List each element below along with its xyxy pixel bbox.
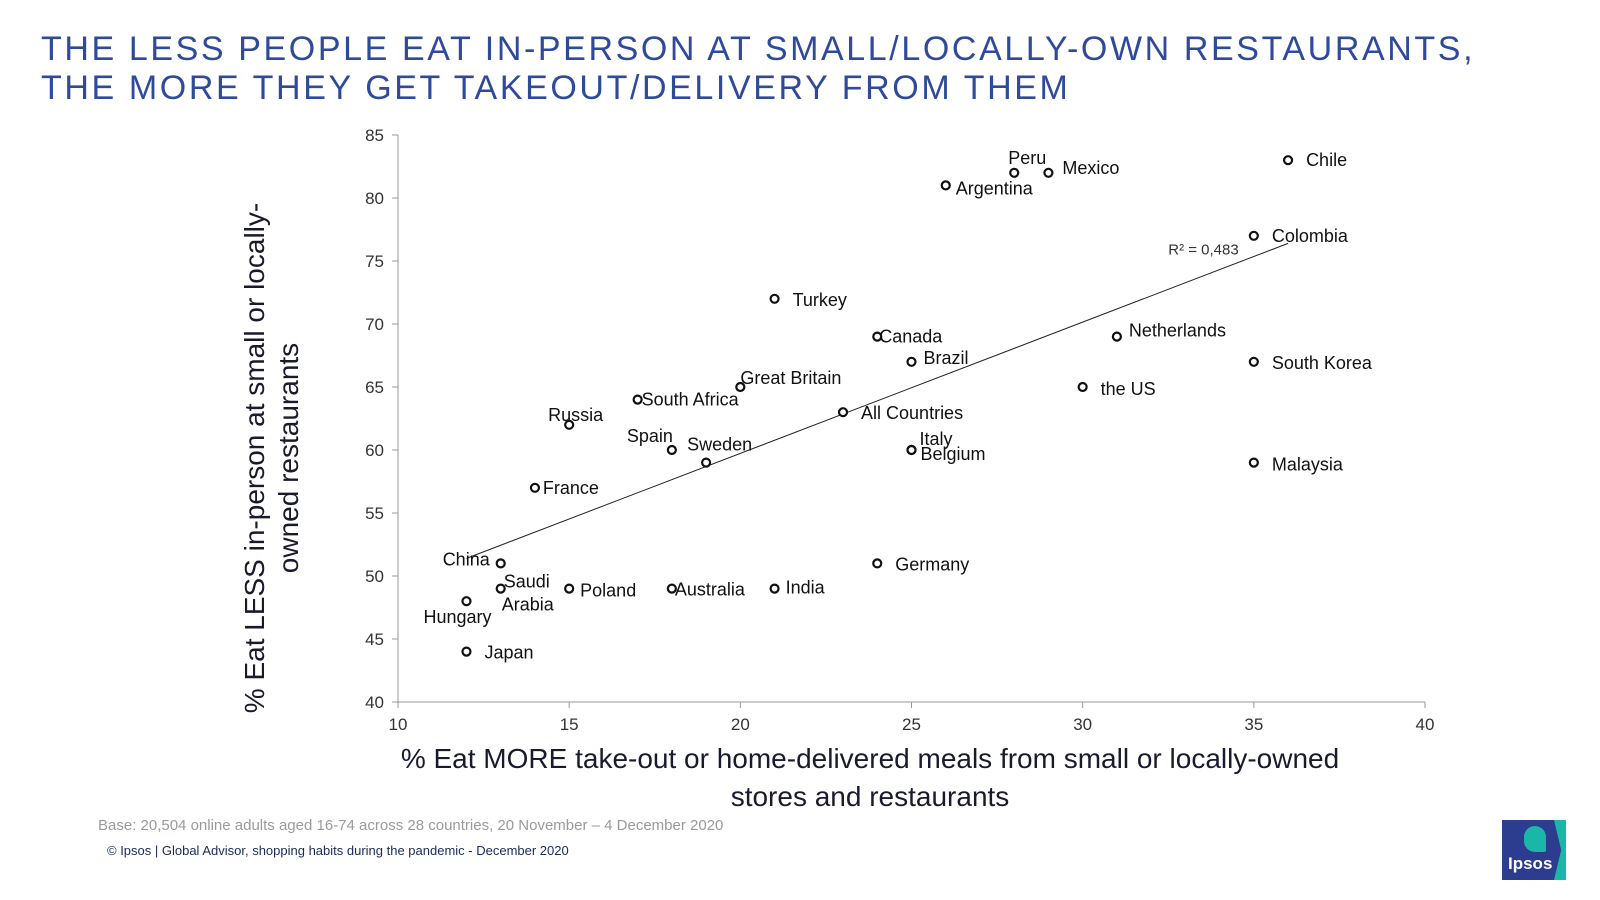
point-label: All Countries <box>861 403 963 423</box>
x-tick-label: 20 <box>731 715 750 734</box>
base-note: Base: 20,504 online adults aged 16-74 ac… <box>98 817 724 834</box>
point-label: Germany <box>895 554 969 574</box>
y-tick-label: 85 <box>365 126 384 145</box>
x-axis-label: % Eat MORE take-out or home-delivered me… <box>400 743 1340 812</box>
data-point <box>495 583 506 594</box>
logo-text: Ipsos <box>1508 854 1553 873</box>
y-tick-label: 80 <box>365 189 384 208</box>
point-label: South Africa <box>642 390 740 410</box>
point-label: Canada <box>879 327 943 347</box>
data-point <box>1111 331 1123 342</box>
point-label: Australia <box>675 580 746 600</box>
data-point <box>940 180 951 191</box>
y-tick-label: 45 <box>365 630 384 649</box>
y-tick-label: 55 <box>365 504 384 523</box>
x-tick-label: 30 <box>1073 715 1092 734</box>
logo-accent-shape <box>1554 820 1566 880</box>
y-axis-label: % Eat LESS in-person at small or locally… <box>239 202 304 714</box>
point-label: South Korea <box>1272 353 1373 373</box>
point-label: Hungary <box>423 607 491 627</box>
x-tick-label: 40 <box>1416 715 1435 734</box>
data-point <box>564 419 575 430</box>
y-tick-label: 40 <box>365 693 384 712</box>
source-credit: © Ipsos | Global Advisor, shopping habit… <box>107 843 569 858</box>
x-tick-label: 10 <box>389 715 408 734</box>
y-tick-label: 65 <box>365 378 384 397</box>
data-point <box>769 293 780 304</box>
data-point <box>700 457 712 468</box>
point-label: Mexico <box>1062 158 1119 178</box>
trendline <box>466 242 1289 559</box>
point-label: Sweden <box>687 435 752 455</box>
data-point <box>666 583 677 594</box>
point-label: Belgium <box>921 444 986 464</box>
data-point <box>461 596 472 607</box>
point-label: France <box>543 478 599 498</box>
y-tick-label: 75 <box>365 252 384 271</box>
point-label: Spain <box>627 426 673 446</box>
point-label: Malaysia <box>1272 455 1344 475</box>
data-point <box>564 583 575 594</box>
data-point <box>1248 356 1259 367</box>
chart-title: THE LESS PEOPLE EAT IN-PERSON AT SMALL/L… <box>41 30 1571 108</box>
data-point <box>906 356 917 367</box>
point-label: Netherlands <box>1129 321 1226 341</box>
data-point <box>461 646 472 657</box>
chart-title-line-1: THE LESS PEOPLE EAT IN-PERSON AT SMALL/L… <box>41 30 1476 68</box>
point-label: Peru <box>1008 148 1046 168</box>
y-tick-label: 70 <box>365 315 384 334</box>
data-point <box>837 407 849 418</box>
chart-title-line-2: THE MORE THEY GET TAKEOUT/DELIVERY FROM … <box>41 69 1071 107</box>
data-point <box>632 394 643 405</box>
y-tick-label: 60 <box>365 441 384 460</box>
point-label: China <box>443 549 491 569</box>
data-point <box>529 482 541 493</box>
point-label: Russia <box>548 405 604 425</box>
data-point <box>666 444 677 456</box>
data-point <box>1248 230 1259 241</box>
point-label: Turkey <box>793 290 847 310</box>
data-point <box>906 444 917 456</box>
y-tick-label: 50 <box>365 567 384 586</box>
x-tick-label: 35 <box>1244 715 1263 734</box>
data-point <box>1282 155 1294 166</box>
point-label: Italy <box>920 429 953 449</box>
r-squared-annotation: R² = 0,483 <box>1168 242 1238 259</box>
data-point <box>1248 457 1259 468</box>
data-point <box>1077 381 1088 393</box>
x-tick-label: 25 <box>902 715 921 734</box>
logo-head-icon <box>1524 826 1546 852</box>
data-point <box>495 558 506 569</box>
point-label: the US <box>1101 379 1156 399</box>
point-label: Saudi Arabia <box>502 572 555 615</box>
point-label: India <box>786 578 826 598</box>
data-point <box>735 381 746 393</box>
data-point <box>1009 167 1020 178</box>
point-label: Colombia <box>1272 226 1349 246</box>
point-label: Chile <box>1306 150 1347 170</box>
point-label: Japan <box>484 643 533 663</box>
point-label: Argentina <box>956 178 1034 198</box>
point-label: Brazil <box>924 348 969 368</box>
point-label: Great Britain <box>740 368 841 388</box>
data-point <box>872 558 883 569</box>
ipsos-logo: Ipsos <box>1502 820 1566 880</box>
data-point <box>769 583 780 594</box>
data-point <box>1043 167 1054 178</box>
x-tick-label: 15 <box>560 715 579 734</box>
point-label: Poland <box>580 581 636 601</box>
data-point <box>872 331 883 342</box>
